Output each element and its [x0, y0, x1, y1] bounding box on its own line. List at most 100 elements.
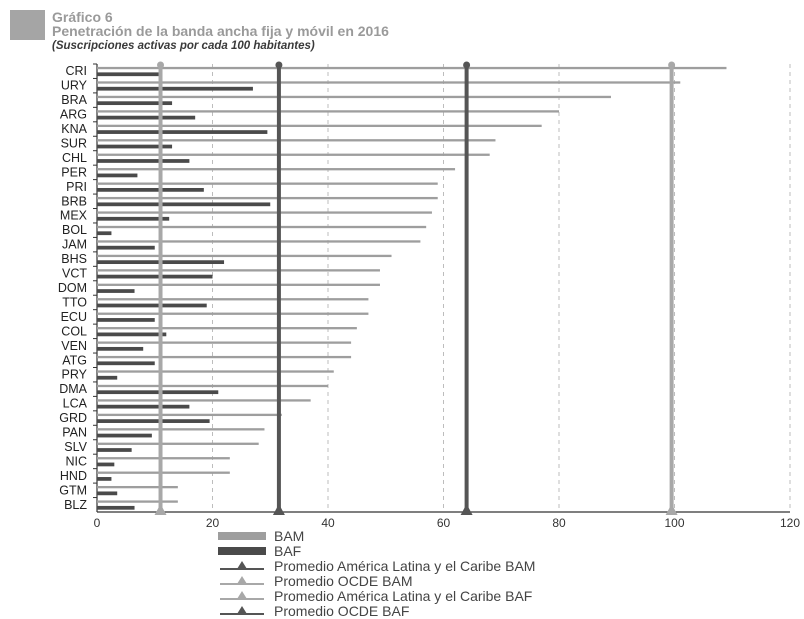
bar-bam [97, 153, 490, 156]
legend-line-swatch [218, 603, 266, 619]
category-label: SUR [61, 136, 87, 150]
legend-label: BAM [274, 527, 305, 544]
legend-bar-swatch [218, 528, 266, 544]
bar-bam [97, 283, 380, 286]
bar-bam [97, 355, 352, 359]
bar-bam [97, 211, 432, 214]
bar-baf [97, 303, 207, 308]
x-tick-label: 100 [664, 516, 684, 530]
bar-bam [97, 196, 438, 200]
category-label: CHL [62, 151, 87, 165]
category-label: CRI [65, 64, 87, 78]
bar-bam [97, 485, 178, 489]
bar-bam [97, 457, 230, 460]
bar-bam [97, 240, 421, 243]
bar-chart: 0 20 40 60 80 100 120CRIURYBRAARGKNASURCHLPERP… [58, 61, 800, 530]
bar-bam [97, 298, 369, 301]
reference-marker-top [463, 61, 471, 69]
reference-marker-top [668, 61, 676, 69]
chart-subtitle: (Suscripciones activas por cada 100 habi… [52, 40, 315, 52]
bar-baf [97, 144, 173, 149]
reference-marker-bottom [154, 504, 167, 515]
reference-marker-bottom [665, 504, 678, 515]
bar-bam [97, 182, 438, 185]
legend-item: BAM [218, 527, 535, 544]
legend-item: Promedio OCDE BAF [218, 602, 535, 619]
legend-label: Promedio América Latina y el Caribe BAM [274, 557, 536, 574]
chart-legend: BAM BAF Promedio América Latina y el Carib… [218, 527, 536, 619]
bar-bam [97, 471, 230, 474]
legend-item: Promedio OCDE BAM [218, 572, 535, 589]
reference-marker-top [275, 61, 283, 69]
bar-bam [97, 95, 611, 99]
category-label: VEN [61, 339, 87, 353]
x-tick-label: 0 [94, 516, 101, 530]
bar-bam [97, 442, 259, 445]
bar-baf [97, 332, 167, 337]
category-label: LCA [63, 397, 88, 411]
reference-marker-top [157, 61, 165, 69]
legend-item: Promedio América Latina y el Caribe BAM [218, 557, 536, 574]
bar-baf [97, 361, 155, 366]
bar-baf [97, 289, 135, 293]
x-tick-label: 80 [552, 516, 566, 530]
bar-baf [97, 419, 210, 423]
bar-bam [97, 124, 542, 128]
bar-bam [97, 254, 392, 258]
category-label: PER [61, 165, 87, 179]
category-label: ARG [60, 108, 87, 122]
category-label: PRI [66, 180, 87, 194]
category-label: VCT [62, 267, 87, 281]
bar-bam [97, 269, 380, 272]
bar-baf [97, 173, 138, 178]
category-label: COL [61, 324, 87, 338]
category-label: GRD [59, 411, 87, 425]
legend-label: Promedio América Latina y el Caribe BAF [274, 587, 533, 604]
category-label: BHS [61, 252, 87, 266]
category-label: SLV [64, 440, 87, 454]
x-tick-label: 60 [437, 516, 451, 530]
bar-bam [97, 341, 352, 344]
bar-baf [97, 202, 271, 207]
category-label: PAN [62, 426, 87, 440]
x-tick-label: 20 [206, 516, 220, 530]
category-label: HND [60, 469, 87, 483]
bar-baf [97, 101, 173, 106]
legend-label: Promedio OCDE BAF [274, 602, 410, 619]
bar-baf [97, 130, 268, 134]
bar-baf [97, 491, 118, 496]
bar-bam [97, 428, 265, 431]
bar-bam [97, 370, 334, 373]
legend-label: BAF [274, 542, 302, 559]
legend-label: Promedio OCDE BAM [274, 572, 413, 589]
chart-title: Penetración de la banda ancha fija y móv… [52, 23, 389, 39]
bar-baf [97, 404, 190, 409]
bar-baf [97, 216, 170, 221]
bar-baf [97, 72, 161, 77]
reference-marker-bottom [272, 504, 285, 515]
category-label: NIC [65, 454, 87, 468]
bar-bam [97, 139, 496, 142]
bar-baf [97, 462, 115, 467]
category-label: BOL [62, 223, 87, 237]
bar-baf [97, 505, 135, 510]
legend-bar-swatch [218, 543, 266, 559]
bar-baf [97, 245, 155, 250]
bar-baf [97, 187, 204, 192]
bar-bam [97, 500, 178, 503]
category-label: DMA [59, 382, 87, 396]
bar-bam [97, 110, 559, 113]
bar-bam [97, 81, 681, 84]
category-label: BRA [61, 93, 87, 107]
bar-baf [97, 477, 112, 481]
category-label: PRY [62, 368, 88, 382]
bar-baf [97, 390, 219, 395]
bar-bam [97, 413, 282, 417]
bar-bam [97, 225, 427, 229]
category-label: ECU [61, 310, 87, 324]
bar-bam [97, 384, 328, 388]
legend-item: BAF [218, 542, 535, 559]
bar-baf [97, 346, 144, 351]
bar-baf [97, 448, 132, 452]
category-label: JAM [62, 238, 87, 252]
